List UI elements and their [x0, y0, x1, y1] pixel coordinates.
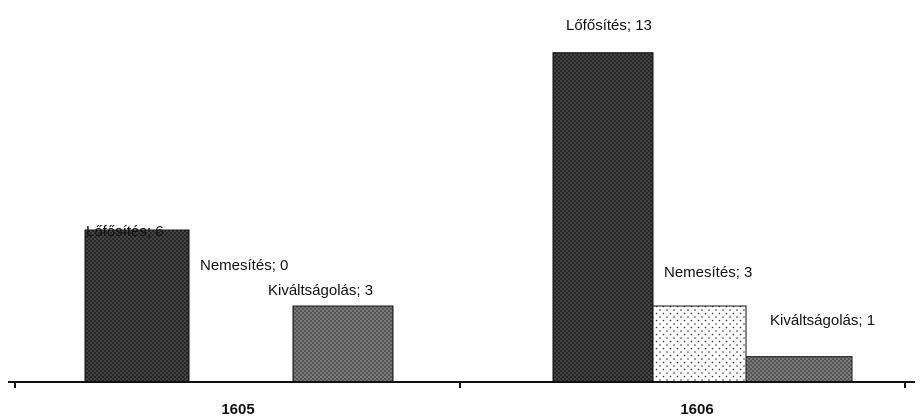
data-label: Lőfősítés; 6	[86, 223, 164, 240]
data-label: Nemesítés; 0	[200, 257, 288, 274]
data-label: Kiváltságolás; 3	[268, 282, 373, 299]
data-label: Kiváltságolás; 1	[770, 312, 875, 329]
data-label: Nemesítés; 3	[664, 264, 752, 281]
bar-1606-series-2	[745, 356, 853, 383]
bar-1605-series-2	[292, 305, 394, 383]
bar-1605-series-0	[84, 229, 190, 383]
category-label: 1605	[221, 401, 254, 418]
category-label: 1606	[680, 401, 713, 418]
bar-1606-series-1	[652, 305, 747, 383]
bar-1606-series-0	[552, 52, 654, 383]
data-label: Lőfősítés; 13	[566, 17, 652, 34]
